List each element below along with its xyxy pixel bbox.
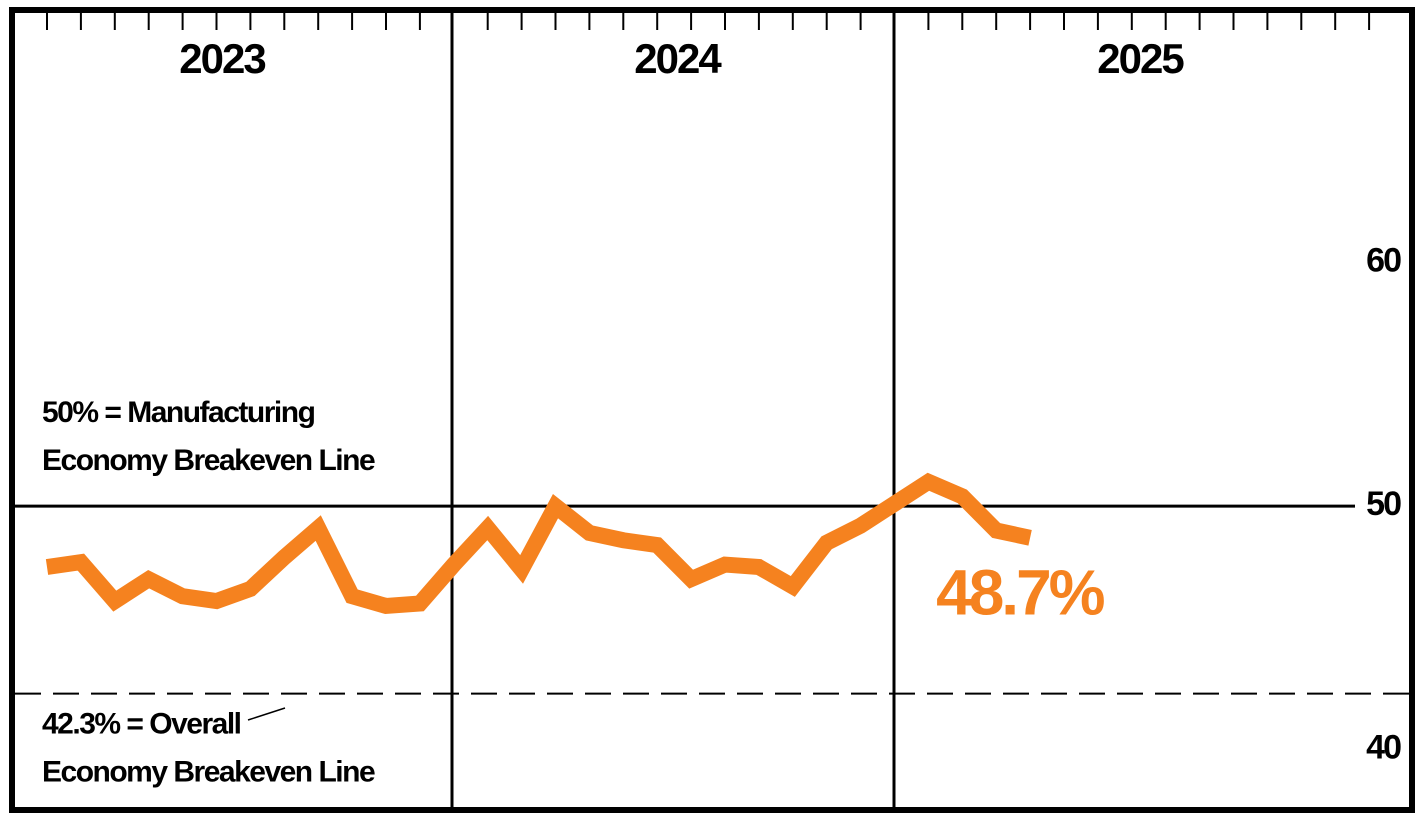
data-line [45, 472, 1032, 615]
year-label: 2024 [634, 35, 722, 82]
reference-label: Economy Breakeven Line [42, 444, 375, 477]
reference-label: 42.3% = Overall [42, 708, 241, 741]
reference-label: 50% = Manufacturing [42, 396, 315, 429]
annotation-pointer [247, 707, 286, 721]
y-tick-label: 60 [1366, 242, 1401, 280]
y-tick-label: 50 [1366, 485, 1401, 523]
reference-label: Economy Breakeven Line [42, 756, 375, 789]
y-tick-label: 40 [1366, 729, 1401, 767]
frame [9, 7, 1415, 813]
year-label: 2023 [179, 35, 265, 82]
value-label: 48.7% [936, 557, 1105, 629]
year-label: 2025 [1097, 35, 1184, 82]
